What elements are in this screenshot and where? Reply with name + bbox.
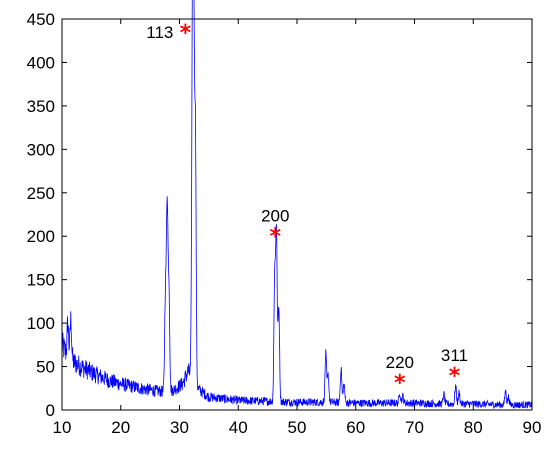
y-tick-label: 350 (27, 97, 55, 116)
y-tick-label: 300 (27, 140, 55, 159)
y-tick-label: 50 (36, 358, 55, 377)
y-tick-label: 200 (27, 227, 55, 246)
x-tick-label: 60 (346, 418, 365, 437)
peak-label: 200 (261, 206, 289, 225)
x-tick-label: 50 (288, 418, 307, 437)
series-line (61, 0, 533, 410)
peak-star-marker: * (180, 21, 192, 46)
y-tick-label: 450 (27, 10, 55, 29)
x-tick-label: 10 (53, 418, 72, 437)
peak-annotations: *113*200*220*311 (146, 21, 468, 396)
y-tick-label: 0 (46, 401, 55, 420)
x-tick-label: 30 (170, 418, 189, 437)
y-tick-label: 100 (27, 314, 55, 333)
y-tick-label: 400 (27, 53, 55, 72)
x-tick-label: 40 (229, 418, 248, 437)
y-axis: 0 50 100 150 200 250 300 350 400 450 (27, 10, 532, 420)
peak-star-marker: * (449, 364, 461, 389)
peak-label: 220 (386, 353, 414, 372)
peak-label: 311 (441, 346, 468, 365)
peak-star-marker: * (394, 371, 406, 396)
x-tick-label: 70 (405, 418, 424, 437)
y-tick-label: 150 (27, 271, 55, 290)
plot-frame (61, 18, 533, 411)
x-tick-label: 20 (111, 418, 130, 437)
peak-star-marker: * (270, 224, 282, 249)
plot-area (61, 0, 533, 410)
x-tick-label: 90 (523, 418, 542, 437)
y-tick-label: 250 (27, 184, 55, 203)
x-axis: 10 20 30 40 50 60 70 80 90 (53, 19, 542, 437)
x-tick-label: 80 (464, 418, 483, 437)
peak-label: 113 (146, 23, 173, 42)
